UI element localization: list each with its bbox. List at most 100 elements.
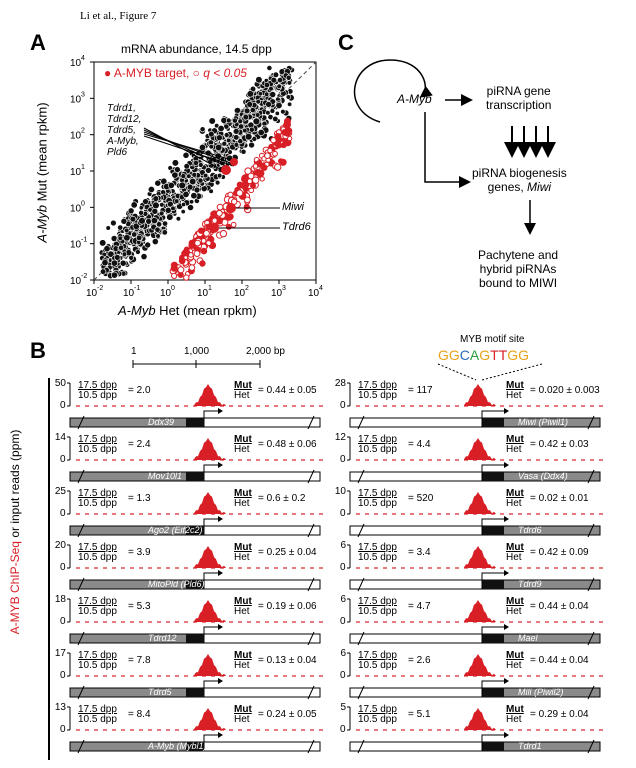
target-point bbox=[182, 248, 190, 257]
gene-name: Tdrd9 bbox=[518, 579, 542, 589]
gene-point bbox=[225, 117, 232, 124]
dpp-ratio: = 5.3 bbox=[128, 601, 151, 612]
gene-point bbox=[156, 221, 163, 228]
annot-line: Tdrd5, bbox=[107, 125, 136, 136]
mut-label: Mut bbox=[506, 542, 524, 553]
transcription-line: piRNA gene bbox=[486, 84, 551, 98]
gene-point bbox=[103, 245, 111, 253]
gene-name: Mov10l1 bbox=[148, 471, 183, 481]
xtick-label: 10 bbox=[234, 288, 246, 299]
gene-point bbox=[161, 229, 168, 236]
gene-point bbox=[255, 76, 263, 84]
het-label: Het bbox=[506, 660, 522, 671]
ytick-exp: 2 bbox=[81, 128, 85, 135]
track-ymin: 0 bbox=[340, 508, 346, 519]
left-divider bbox=[48, 378, 50, 760]
xtick-exp: -1 bbox=[134, 285, 140, 292]
gene-name: MitoPld (Pld6) bbox=[148, 579, 205, 589]
target-point bbox=[255, 170, 262, 176]
het-label: Het bbox=[234, 552, 250, 563]
het-label: Het bbox=[506, 498, 522, 509]
gene-point bbox=[189, 177, 197, 186]
gene-point bbox=[193, 160, 199, 166]
target-point bbox=[259, 176, 265, 182]
gene-point bbox=[142, 198, 149, 205]
chip-track: 25 0 17.5 dpp 10.5 dpp = 1.3 Mut Het = 0.6 ± 0.… bbox=[55, 486, 328, 540]
chip-track: 13 0 17.5 dpp 10.5 dpp = 8.4 Mut Het = 0.24 ± 0… bbox=[55, 702, 328, 756]
track-ymax: 25 bbox=[54, 486, 66, 497]
dpp-bot: 10.5 dpp bbox=[78, 606, 117, 617]
gene-point bbox=[151, 208, 159, 215]
gene-point bbox=[123, 234, 131, 242]
target-point bbox=[177, 266, 185, 274]
annot-line: Tdrd12, bbox=[107, 114, 142, 125]
dpp-ratio: = 117 bbox=[408, 385, 433, 396]
gene-point bbox=[208, 188, 214, 194]
gene-point bbox=[272, 115, 279, 123]
mut-label: Mut bbox=[234, 650, 252, 661]
track-ymin: 0 bbox=[340, 724, 346, 735]
mut-het-ratio: = 0.25 ± 0.04 bbox=[258, 547, 317, 558]
track-ymax: 5 bbox=[340, 702, 346, 713]
dpp-ratio: = 3.4 bbox=[408, 547, 431, 558]
annot-line: Tdrd1, bbox=[107, 103, 136, 114]
target-point bbox=[272, 150, 278, 157]
dpp-bot: 10.5 dpp bbox=[358, 714, 397, 725]
gene-point bbox=[231, 117, 238, 124]
track-ymax: 50 bbox=[54, 378, 66, 389]
mut-het-ratio: = 0.020 ± 0.003 bbox=[530, 385, 600, 396]
track-ymax: 10 bbox=[334, 486, 346, 497]
gene-point bbox=[130, 201, 138, 209]
ylabel-red: A-MYB ChIP-Seq bbox=[8, 541, 22, 635]
gene-point bbox=[138, 205, 144, 211]
gene-point bbox=[191, 172, 198, 178]
gene-point bbox=[226, 137, 232, 144]
track-plot bbox=[67, 544, 323, 592]
dpp-top: 17.5 dpp bbox=[358, 596, 397, 607]
mut-het-ratio: = 0.42 ± 0.09 bbox=[530, 547, 589, 558]
target-point bbox=[219, 229, 228, 238]
target-point bbox=[227, 191, 234, 198]
target-point bbox=[188, 264, 196, 271]
gene-point bbox=[174, 198, 180, 204]
target-point bbox=[230, 221, 237, 228]
gene-point bbox=[110, 219, 117, 227]
gene-point bbox=[118, 244, 125, 251]
gene-point bbox=[275, 102, 283, 110]
target-point bbox=[264, 152, 271, 159]
mut-het-ratio: = 0.42 ± 0.03 bbox=[530, 439, 589, 450]
ytick-exp: 0 bbox=[81, 200, 85, 207]
dpp-ratio: = 2.0 bbox=[128, 385, 151, 396]
dpp-bot: 10.5 dpp bbox=[358, 606, 397, 617]
gene-point bbox=[131, 231, 138, 238]
track-ymax: 20 bbox=[54, 540, 66, 551]
het-label: Het bbox=[506, 714, 522, 725]
dpp-top: 17.5 dpp bbox=[358, 380, 397, 391]
dpp-ratio: = 520 bbox=[408, 493, 434, 504]
mut-het-ratio: = 0.24 ± 0.05 bbox=[258, 709, 317, 720]
motif-base: G bbox=[448, 347, 460, 363]
target-point bbox=[194, 239, 202, 247]
ytick-label: 10 bbox=[70, 276, 82, 287]
target-point bbox=[246, 178, 253, 185]
track-plot bbox=[67, 706, 323, 754]
dpp-top: 17.5 dpp bbox=[358, 488, 397, 499]
mut-het-ratio: = 0.6 ± 0.2 bbox=[258, 493, 306, 504]
chip-ylabel: A-MYB ChIP-Seq or input reads (ppm) bbox=[8, 407, 22, 657]
target-point bbox=[216, 203, 224, 211]
track-plot bbox=[67, 652, 323, 700]
target-point bbox=[250, 182, 256, 189]
miwi-highlight-point bbox=[226, 203, 236, 213]
scale-bar bbox=[132, 360, 261, 368]
target-point bbox=[244, 167, 252, 175]
figure-header: Li et al., Figure 7 bbox=[80, 10, 157, 22]
ytick-exp: 3 bbox=[81, 91, 85, 98]
gene-point bbox=[257, 129, 265, 137]
target-point bbox=[252, 163, 259, 169]
gene-point bbox=[174, 166, 181, 173]
gene-point bbox=[127, 207, 135, 215]
gene-point bbox=[111, 259, 119, 267]
xtick-label: 10 bbox=[123, 288, 135, 299]
scatter-legend: ● A-MYB target, ○ q < 0.05 bbox=[104, 66, 247, 80]
motif-base: A bbox=[469, 347, 480, 363]
